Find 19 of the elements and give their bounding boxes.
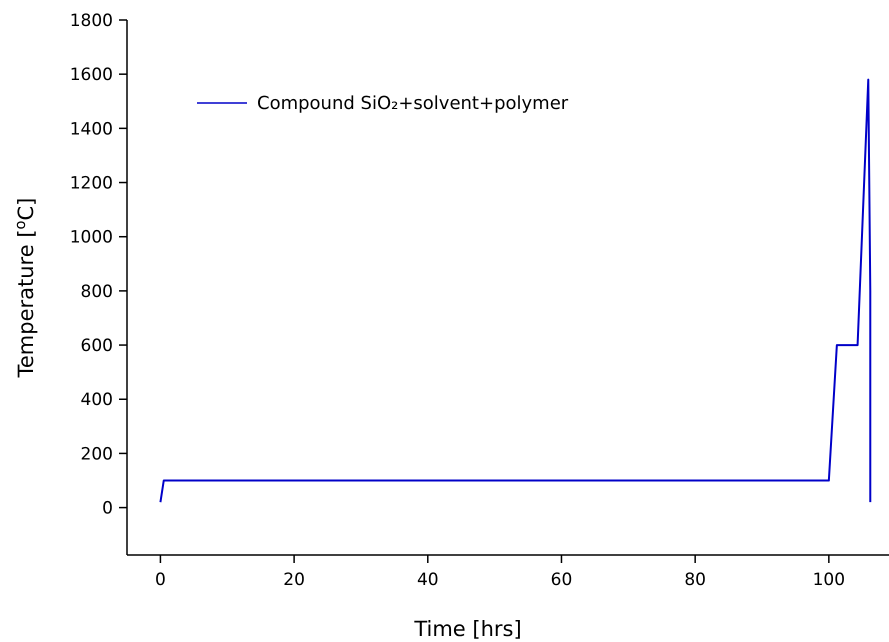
y-tick-label: 1400 (70, 119, 113, 140)
x-axis-title: Time [hrs] (413, 617, 522, 641)
y-tick-label: 1800 (70, 11, 113, 31)
y-tick-label: 200 (80, 444, 113, 464)
x-tick-label: 0 (155, 570, 166, 590)
x-tick-label: 20 (283, 570, 305, 590)
x-tick-label: 80 (684, 570, 706, 590)
legend-label: Compound SiO₂+solvent+polymer (257, 93, 569, 114)
y-tick-label: 1600 (70, 65, 113, 86)
y-tick-label: 600 (80, 336, 113, 356)
x-tick-label: 100 (812, 570, 846, 590)
x-tick-label: 40 (416, 570, 439, 590)
y-tick-label: 400 (80, 390, 113, 410)
y-tick-label: 800 (80, 282, 113, 302)
y-tick-label: 1200 (70, 174, 113, 194)
y-tick-label: 1000 (70, 228, 113, 248)
x-tick-label: 60 (550, 570, 572, 590)
line-series (159, 78, 872, 504)
y-tick-label: 0 (102, 498, 113, 519)
